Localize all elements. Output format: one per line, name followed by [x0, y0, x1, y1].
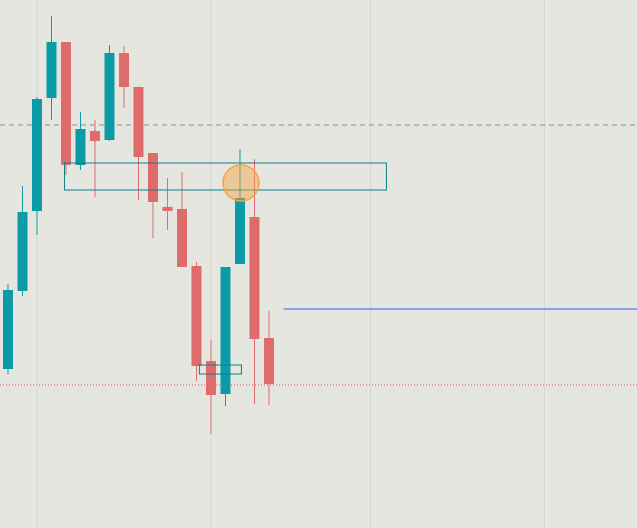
candle-body	[249, 217, 260, 339]
candle-body	[2, 290, 13, 369]
zone-box	[64, 162, 387, 191]
candle-body	[162, 207, 173, 211]
candle-body	[191, 266, 202, 366]
candle-body	[220, 267, 231, 394]
candle-body	[46, 42, 57, 98]
zone-box	[198, 364, 242, 375]
candle-body	[263, 338, 274, 384]
candle-body	[176, 209, 187, 267]
candle-body	[75, 129, 86, 165]
candle-body	[31, 99, 42, 211]
marker-circle	[222, 164, 260, 202]
candle-body	[118, 53, 129, 87]
candle-body	[133, 87, 144, 157]
candle-body	[147, 153, 158, 202]
candle-body	[89, 131, 100, 141]
candle-body	[17, 212, 28, 291]
candle-body	[104, 53, 115, 140]
candle-body	[205, 361, 216, 395]
candle-body	[60, 42, 71, 165]
candle-body	[234, 198, 245, 264]
